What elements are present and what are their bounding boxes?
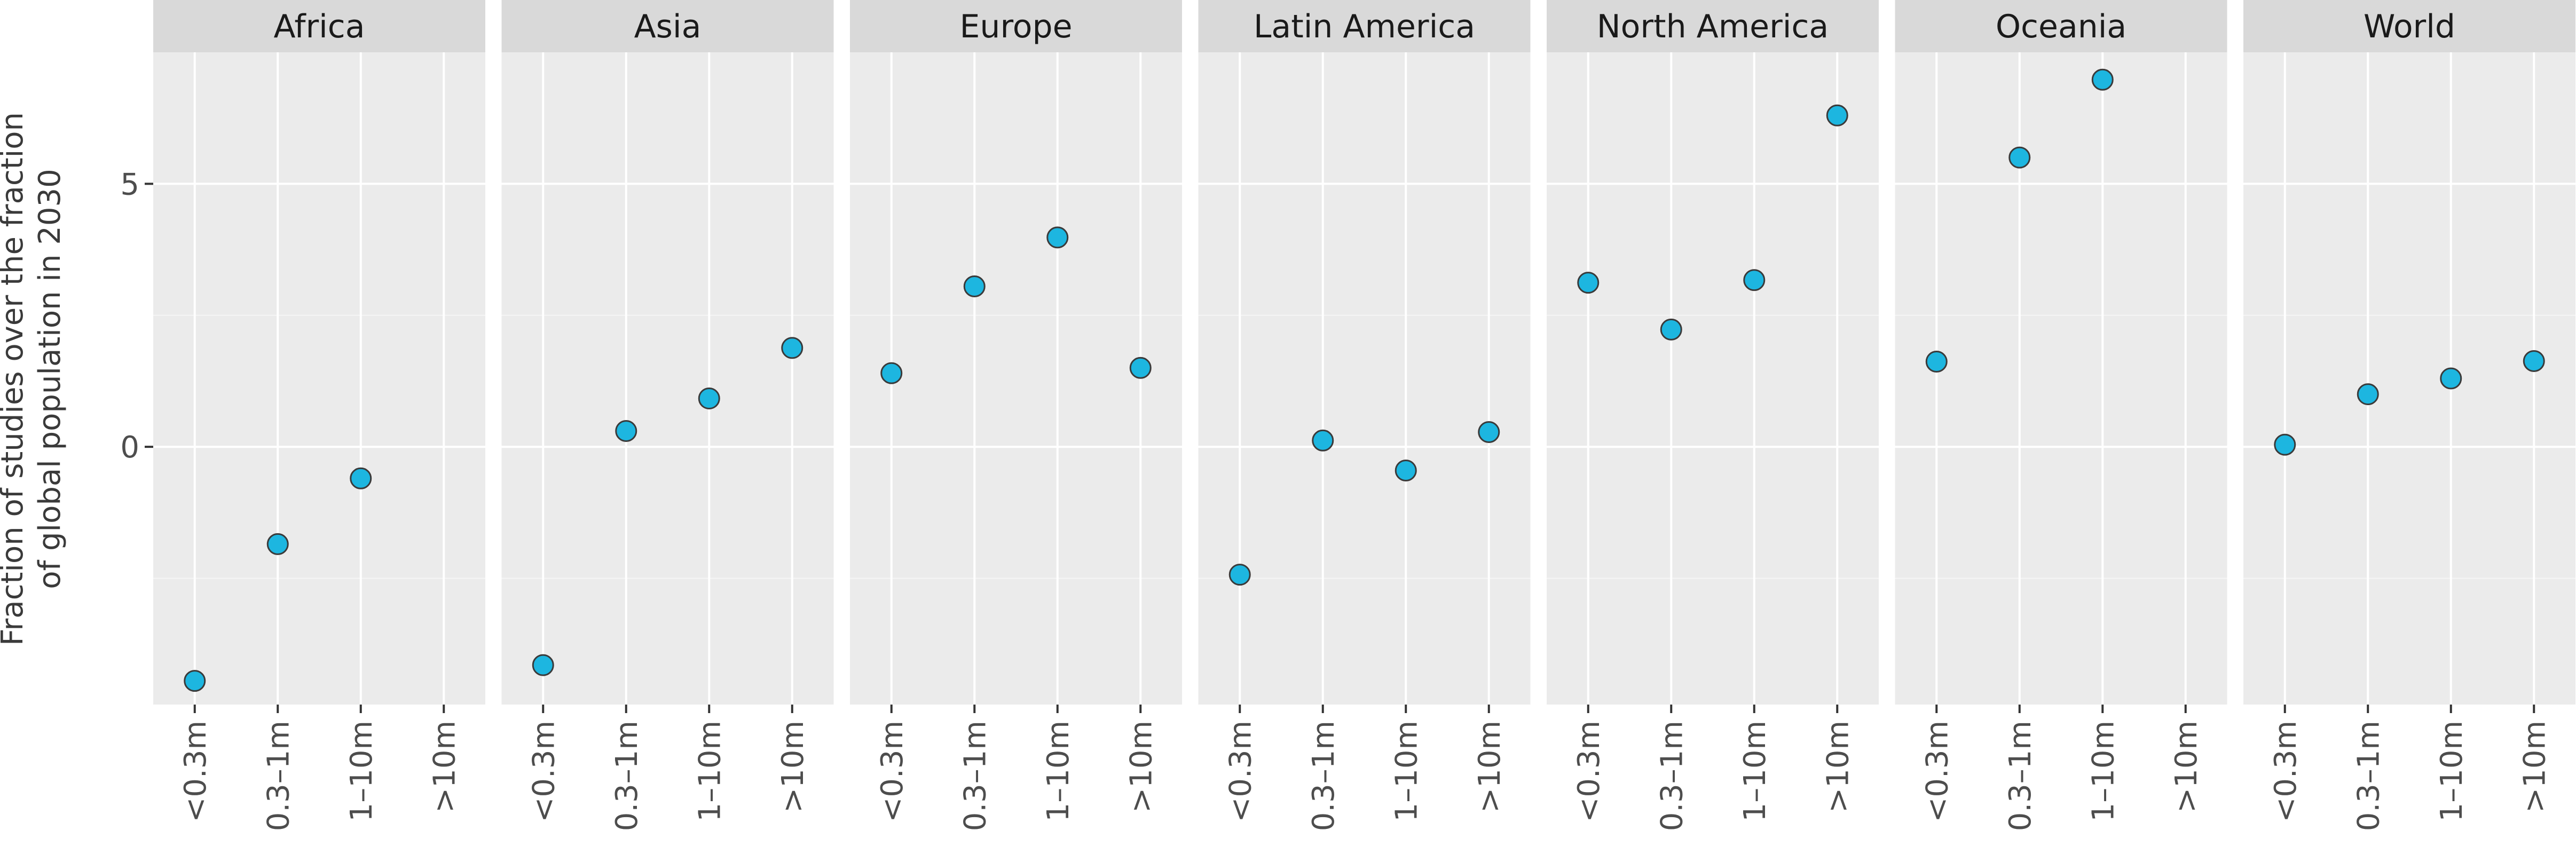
x-tick-label: 1–10m	[2086, 721, 2121, 821]
data-point-europe-2	[1046, 226, 1069, 249]
y-tick-label-0: 0	[120, 430, 139, 465]
panel-title: Africa	[273, 8, 365, 45]
data-point-oceania-1	[2008, 146, 2031, 169]
panel-africa: Africa <0.3m 0.3–1m 1–10m >10m	[153, 0, 485, 831]
x-tick-label: 0.3–1m	[2351, 721, 2386, 831]
y-axis-title: Fraction of studies over the fraction of…	[0, 112, 67, 646]
panel-title: World	[2364, 8, 2455, 45]
x-tick-label: >10m	[1821, 721, 1855, 813]
data-point-europe-3	[1129, 357, 1152, 379]
data-point-latin-america-2	[1395, 459, 1417, 481]
panel-background	[1547, 52, 1879, 705]
data-point-asia-1	[615, 420, 637, 442]
panel-strip	[1547, 0, 1879, 52]
x-tick-label: 1–10m	[1041, 721, 1076, 821]
x-tick-label: >10m	[1472, 721, 1507, 813]
panel-background	[2243, 52, 2575, 705]
panel-background	[1198, 52, 1531, 705]
data-point-world-2	[2440, 367, 2462, 390]
x-tick-label: 0.3–1m	[1306, 721, 1341, 831]
data-point-europe-0	[880, 362, 903, 384]
y-tick-label-1: 5	[120, 167, 139, 202]
data-point-world-3	[2523, 350, 2545, 372]
data-point-oceania-0	[1925, 350, 1948, 373]
panel-strip	[153, 0, 485, 52]
panel-europe: Europe <0.3m 0.3–1m 1–10m >10m	[850, 0, 1182, 831]
data-point-latin-america-0	[1228, 564, 1251, 586]
data-point-oceania-2	[2091, 68, 2114, 91]
x-tick-label: >10m	[776, 721, 810, 813]
data-point-asia-2	[698, 387, 720, 409]
x-tick-label: <0.3m	[1223, 721, 1258, 823]
x-tick-label: >10m	[2169, 721, 2204, 813]
x-tick-label: 1–10m	[344, 721, 379, 821]
data-point-north-america-0	[1577, 272, 1600, 294]
x-tick-label: >10m	[427, 721, 462, 813]
data-point-africa-2	[350, 467, 372, 489]
data-point-latin-america-1	[1312, 429, 1334, 452]
panel-strip	[1198, 0, 1531, 52]
panel-background	[153, 52, 485, 705]
panel-background	[501, 52, 834, 705]
panel-world: World <0.3m 0.3–1m 1–10m >10m	[2243, 0, 2575, 831]
panel-title: Latin America	[1254, 8, 1475, 45]
panel-title: Europe	[960, 8, 1073, 45]
x-tick-label: 0.3–1m	[610, 721, 644, 831]
x-tick-label: 1–10m	[1389, 721, 1424, 821]
x-tick-label: 0.3–1m	[1655, 721, 1689, 831]
x-tick-label: <0.3m	[526, 721, 561, 823]
panel-background	[1895, 52, 2227, 705]
x-tick-label: >10m	[2517, 721, 2552, 813]
panel-asia: Asia <0.3m 0.3–1m 1–10m >10m	[501, 0, 834, 831]
data-point-africa-0	[184, 670, 206, 692]
y-axis-ticks: 05	[120, 167, 153, 465]
x-tick-label: <0.3m	[2268, 721, 2303, 823]
y-axis-title-line-1: Fraction of studies over the fraction	[0, 112, 30, 646]
panel-strip	[2243, 0, 2575, 52]
panel-title: Asia	[634, 8, 702, 45]
x-tick-label: >10m	[1124, 721, 1159, 813]
panel-strip	[850, 0, 1182, 52]
data-point-north-america-1	[1660, 318, 1682, 341]
x-tick-label: <0.3m	[178, 721, 213, 823]
panel-title: Oceania	[1996, 8, 2126, 45]
x-tick-label: 0.3–1m	[958, 721, 992, 831]
y-axis-title-line-2: of global population in 2030	[33, 169, 67, 589]
x-tick-label: <0.3m	[875, 721, 910, 823]
data-point-world-0	[2274, 433, 2296, 456]
panel-oceania: Oceania <0.3m 0.3–1m 1–10m >10m	[1895, 0, 2227, 831]
panel-latin-america: Latin America <0.3m 0.3–1m 1–10m >10m	[1198, 0, 1531, 831]
data-point-asia-3	[781, 337, 803, 359]
data-point-latin-america-3	[1478, 421, 1500, 444]
panel-north-america: North America <0.3m 0.3–1m 1–10m >10m	[1547, 0, 1879, 831]
x-tick-label: 1–10m	[692, 721, 727, 821]
x-tick-label: <0.3m	[1572, 721, 1606, 823]
data-point-asia-0	[532, 654, 554, 676]
x-tick-label: <0.3m	[1920, 721, 1955, 823]
panel-strip	[1895, 0, 2227, 52]
data-point-europe-1	[963, 275, 986, 298]
data-point-africa-1	[266, 533, 289, 555]
facet-panels: Africa <0.3m 0.3–1m 1–10m >10m Asia <0.3m 0.3–1…	[153, 0, 2575, 831]
x-tick-label: 0.3–1m	[2003, 721, 2038, 831]
data-point-north-america-3	[1826, 104, 1848, 126]
x-tick-label: 0.3–1m	[261, 721, 296, 831]
data-point-world-1	[2357, 383, 2379, 406]
x-tick-label: 1–10m	[1738, 721, 1773, 821]
panel-background	[850, 52, 1182, 705]
data-point-north-america-2	[1743, 269, 1766, 291]
panel-strip	[501, 0, 834, 52]
panel-title: North America	[1597, 8, 1829, 45]
x-tick-label: 1–10m	[2435, 721, 2469, 821]
